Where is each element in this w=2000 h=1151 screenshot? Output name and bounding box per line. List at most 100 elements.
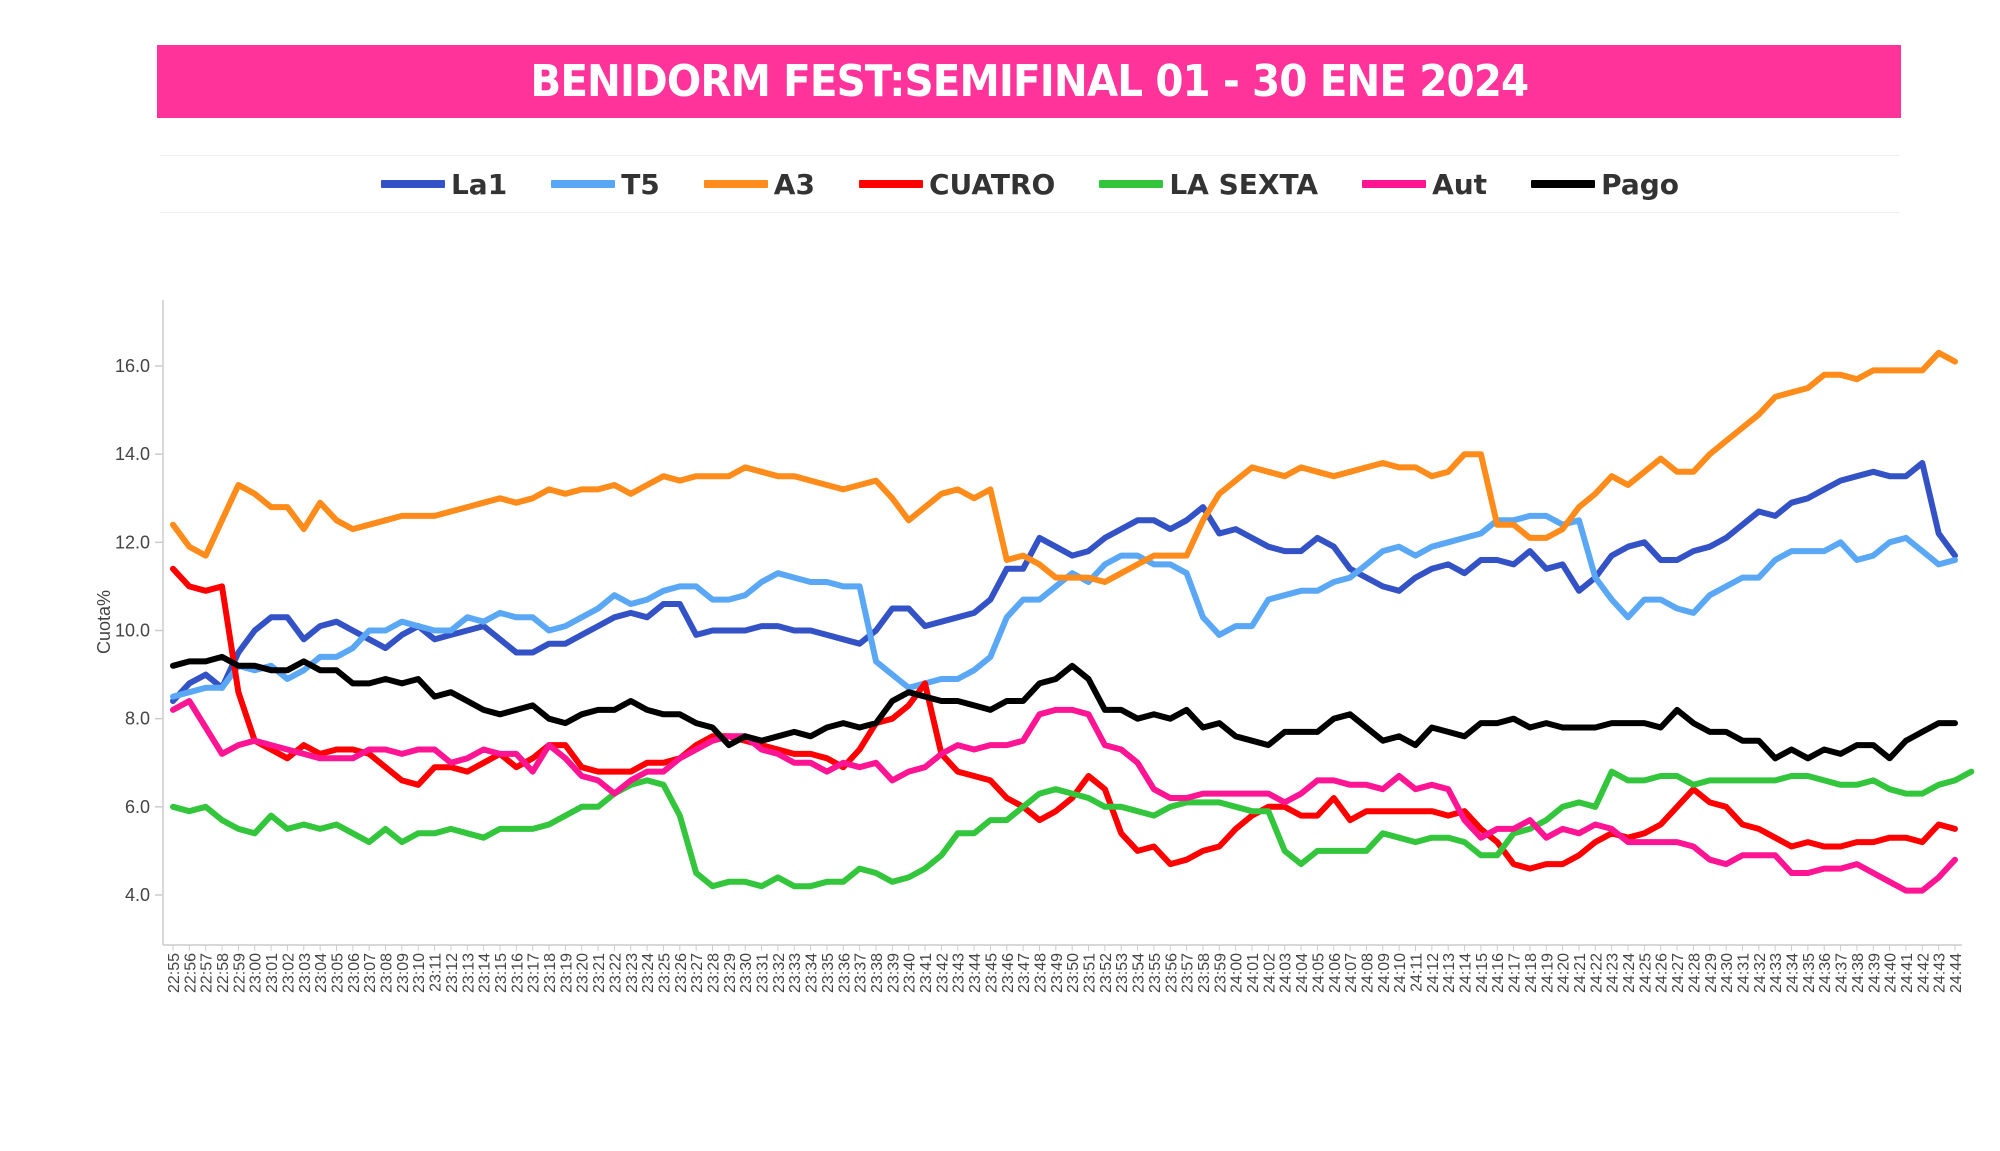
- legend-item-la1[interactable]: La1: [380, 168, 507, 201]
- x-tick-label: 23:55: [1147, 953, 1164, 993]
- x-tick-label: 23:58: [1196, 953, 1213, 993]
- chart-title: BENIDORM FEST:SEMIFINAL 01 - 30 ENE 2024: [530, 56, 1529, 107]
- x-tick-label: 24:17: [1507, 953, 1524, 993]
- x-tick-label: 23:19: [558, 953, 575, 993]
- x-tick-label: 24:23: [1605, 953, 1622, 993]
- legend-swatch-icon: [858, 180, 923, 188]
- x-tick-label: 24:07: [1343, 953, 1360, 993]
- series-line-cuatro[interactable]: [170, 565, 1958, 872]
- x-tick-label: 23:20: [575, 953, 592, 993]
- x-tick-label: 23:38: [869, 953, 886, 993]
- x-tick-label: 23:42: [934, 953, 951, 993]
- x-tick-label: 23:13: [460, 953, 477, 993]
- x-tick-label: 23:44: [967, 953, 984, 993]
- legend-label: Pago: [1601, 167, 1680, 201]
- x-tick-label: 23:51: [1082, 953, 1099, 993]
- x-tick-label: 23:45: [983, 953, 1000, 993]
- x-tick-label: 24:21: [1572, 953, 1589, 993]
- x-tick-label: 24:05: [1310, 953, 1327, 993]
- x-tick-label: 23:36: [836, 953, 853, 993]
- x-tick-label: 23:39: [885, 953, 902, 993]
- x-tick-label: 24:41: [1899, 953, 1916, 993]
- x-tick-label: 23:09: [395, 953, 412, 993]
- x-tick-label: 24:14: [1458, 953, 1475, 993]
- x-tick-label: 23:50: [1065, 953, 1082, 993]
- y-tick-label: 12.0: [115, 532, 150, 552]
- x-tick-label: 24:09: [1376, 953, 1393, 993]
- x-tick-label: 23:47: [1016, 953, 1033, 993]
- legend-item-a3[interactable]: A3: [703, 168, 815, 201]
- y-tick-label: 14.0: [115, 444, 150, 464]
- y-tick-label: 10.0: [115, 621, 150, 641]
- x-tick-label: 23:35: [820, 953, 837, 993]
- legend-swatch-icon: [1362, 180, 1427, 188]
- x-tick-label: 24:36: [1817, 953, 1834, 993]
- series-line-a3[interactable]: [170, 349, 1958, 585]
- x-tick-label: 24:06: [1327, 953, 1344, 993]
- legend-item-aut[interactable]: Aut: [1362, 168, 1487, 201]
- x-tick-label: 23:22: [607, 953, 624, 993]
- x-tick-label: 23:49: [1049, 953, 1066, 993]
- legend-swatch-icon: [1531, 180, 1596, 188]
- x-tick-label: 23:26: [673, 953, 690, 993]
- x-tick-label: 24:26: [1654, 953, 1671, 993]
- x-tick-label: 23:12: [444, 953, 461, 993]
- x-tick-label: 23:23: [624, 953, 641, 993]
- x-tick-label: 23:57: [1180, 953, 1197, 993]
- x-tick-label: 24:37: [1834, 953, 1851, 993]
- legend-swatch-icon: [551, 180, 616, 188]
- title-banner: BENIDORM FEST:SEMIFINAL 01 - 30 ENE 2024: [157, 45, 1901, 118]
- chart-series: [170, 349, 1975, 894]
- x-tick-label: 23:03: [297, 953, 314, 993]
- x-tick-label: 23:59: [1212, 953, 1229, 993]
- x-tick-label: 24:12: [1425, 953, 1442, 993]
- x-tick-label: 23:53: [1114, 953, 1131, 993]
- x-tick-label: 23:07: [362, 953, 379, 993]
- x-tick-label: 24:03: [1278, 953, 1295, 993]
- x-tick-label: 23:40: [902, 953, 919, 993]
- x-tick-label: 24:11: [1408, 953, 1425, 992]
- x-tick-label: 24:10: [1392, 953, 1409, 993]
- x-tick-label: 23:21: [591, 953, 608, 993]
- x-tick-label: 24:44: [1948, 953, 1965, 993]
- x-tick-label: 24:42: [1915, 953, 1932, 993]
- x-tick-label: 23:11: [428, 953, 445, 992]
- x-tick-label: 23:54: [1131, 953, 1148, 993]
- x-tick-label: 24:16: [1490, 953, 1507, 993]
- x-tick-label: 23:30: [738, 953, 755, 993]
- legend-swatch-icon: [380, 180, 445, 188]
- x-tick-label: 23:06: [346, 953, 363, 993]
- x-tick-label: 23:10: [411, 953, 428, 993]
- x-tick-label: 23:33: [787, 953, 804, 993]
- x-tick-label: 23:43: [951, 953, 968, 993]
- legend-item-pago[interactable]: Pago: [1531, 168, 1679, 201]
- legend-label: Aut: [1432, 167, 1488, 201]
- x-tick-label: 24:22: [1588, 953, 1605, 993]
- x-tick-label: 23:31: [755, 953, 772, 993]
- x-tick-label: 24:35: [1801, 953, 1818, 993]
- x-tick-label: 24:28: [1686, 953, 1703, 993]
- x-tick-label: 24:25: [1637, 953, 1654, 993]
- legend-item-cuatro[interactable]: CUATRO: [858, 168, 1055, 201]
- x-tick-label: 23:02: [280, 953, 297, 993]
- x-tick-label: 23:48: [1032, 953, 1049, 993]
- chart-axes: 4.0 6.0 8.0 10.0 12.0 14.0 16.0 22:55 22:56 22:57…: [115, 300, 1965, 993]
- x-tick-label: 23:32: [771, 953, 788, 993]
- legend-swatch-icon: [1099, 180, 1164, 188]
- x-tick-label: 24:34: [1785, 953, 1802, 993]
- x-tick-label: 23:28: [706, 953, 723, 993]
- series-line-pago[interactable]: [170, 653, 1958, 762]
- x-tick-label: 23:29: [722, 953, 739, 993]
- x-tick-label: 23:24: [640, 953, 657, 993]
- series-line-la1[interactable]: [170, 460, 1958, 704]
- legend-item-t5[interactable]: T5: [551, 168, 660, 201]
- x-tick-label: 23:16: [509, 953, 526, 993]
- x-tick-label: 23:01: [264, 953, 281, 993]
- legend-item-la-sexta[interactable]: LA SEXTA: [1099, 168, 1318, 201]
- series-line-la-sexta[interactable]: [170, 768, 1975, 890]
- x-tick-label: 23:41: [918, 953, 935, 993]
- x-tick-label: 24:00: [1229, 953, 1246, 993]
- y-tick-label: 8.0: [125, 709, 150, 729]
- series-line-aut[interactable]: [170, 698, 1958, 894]
